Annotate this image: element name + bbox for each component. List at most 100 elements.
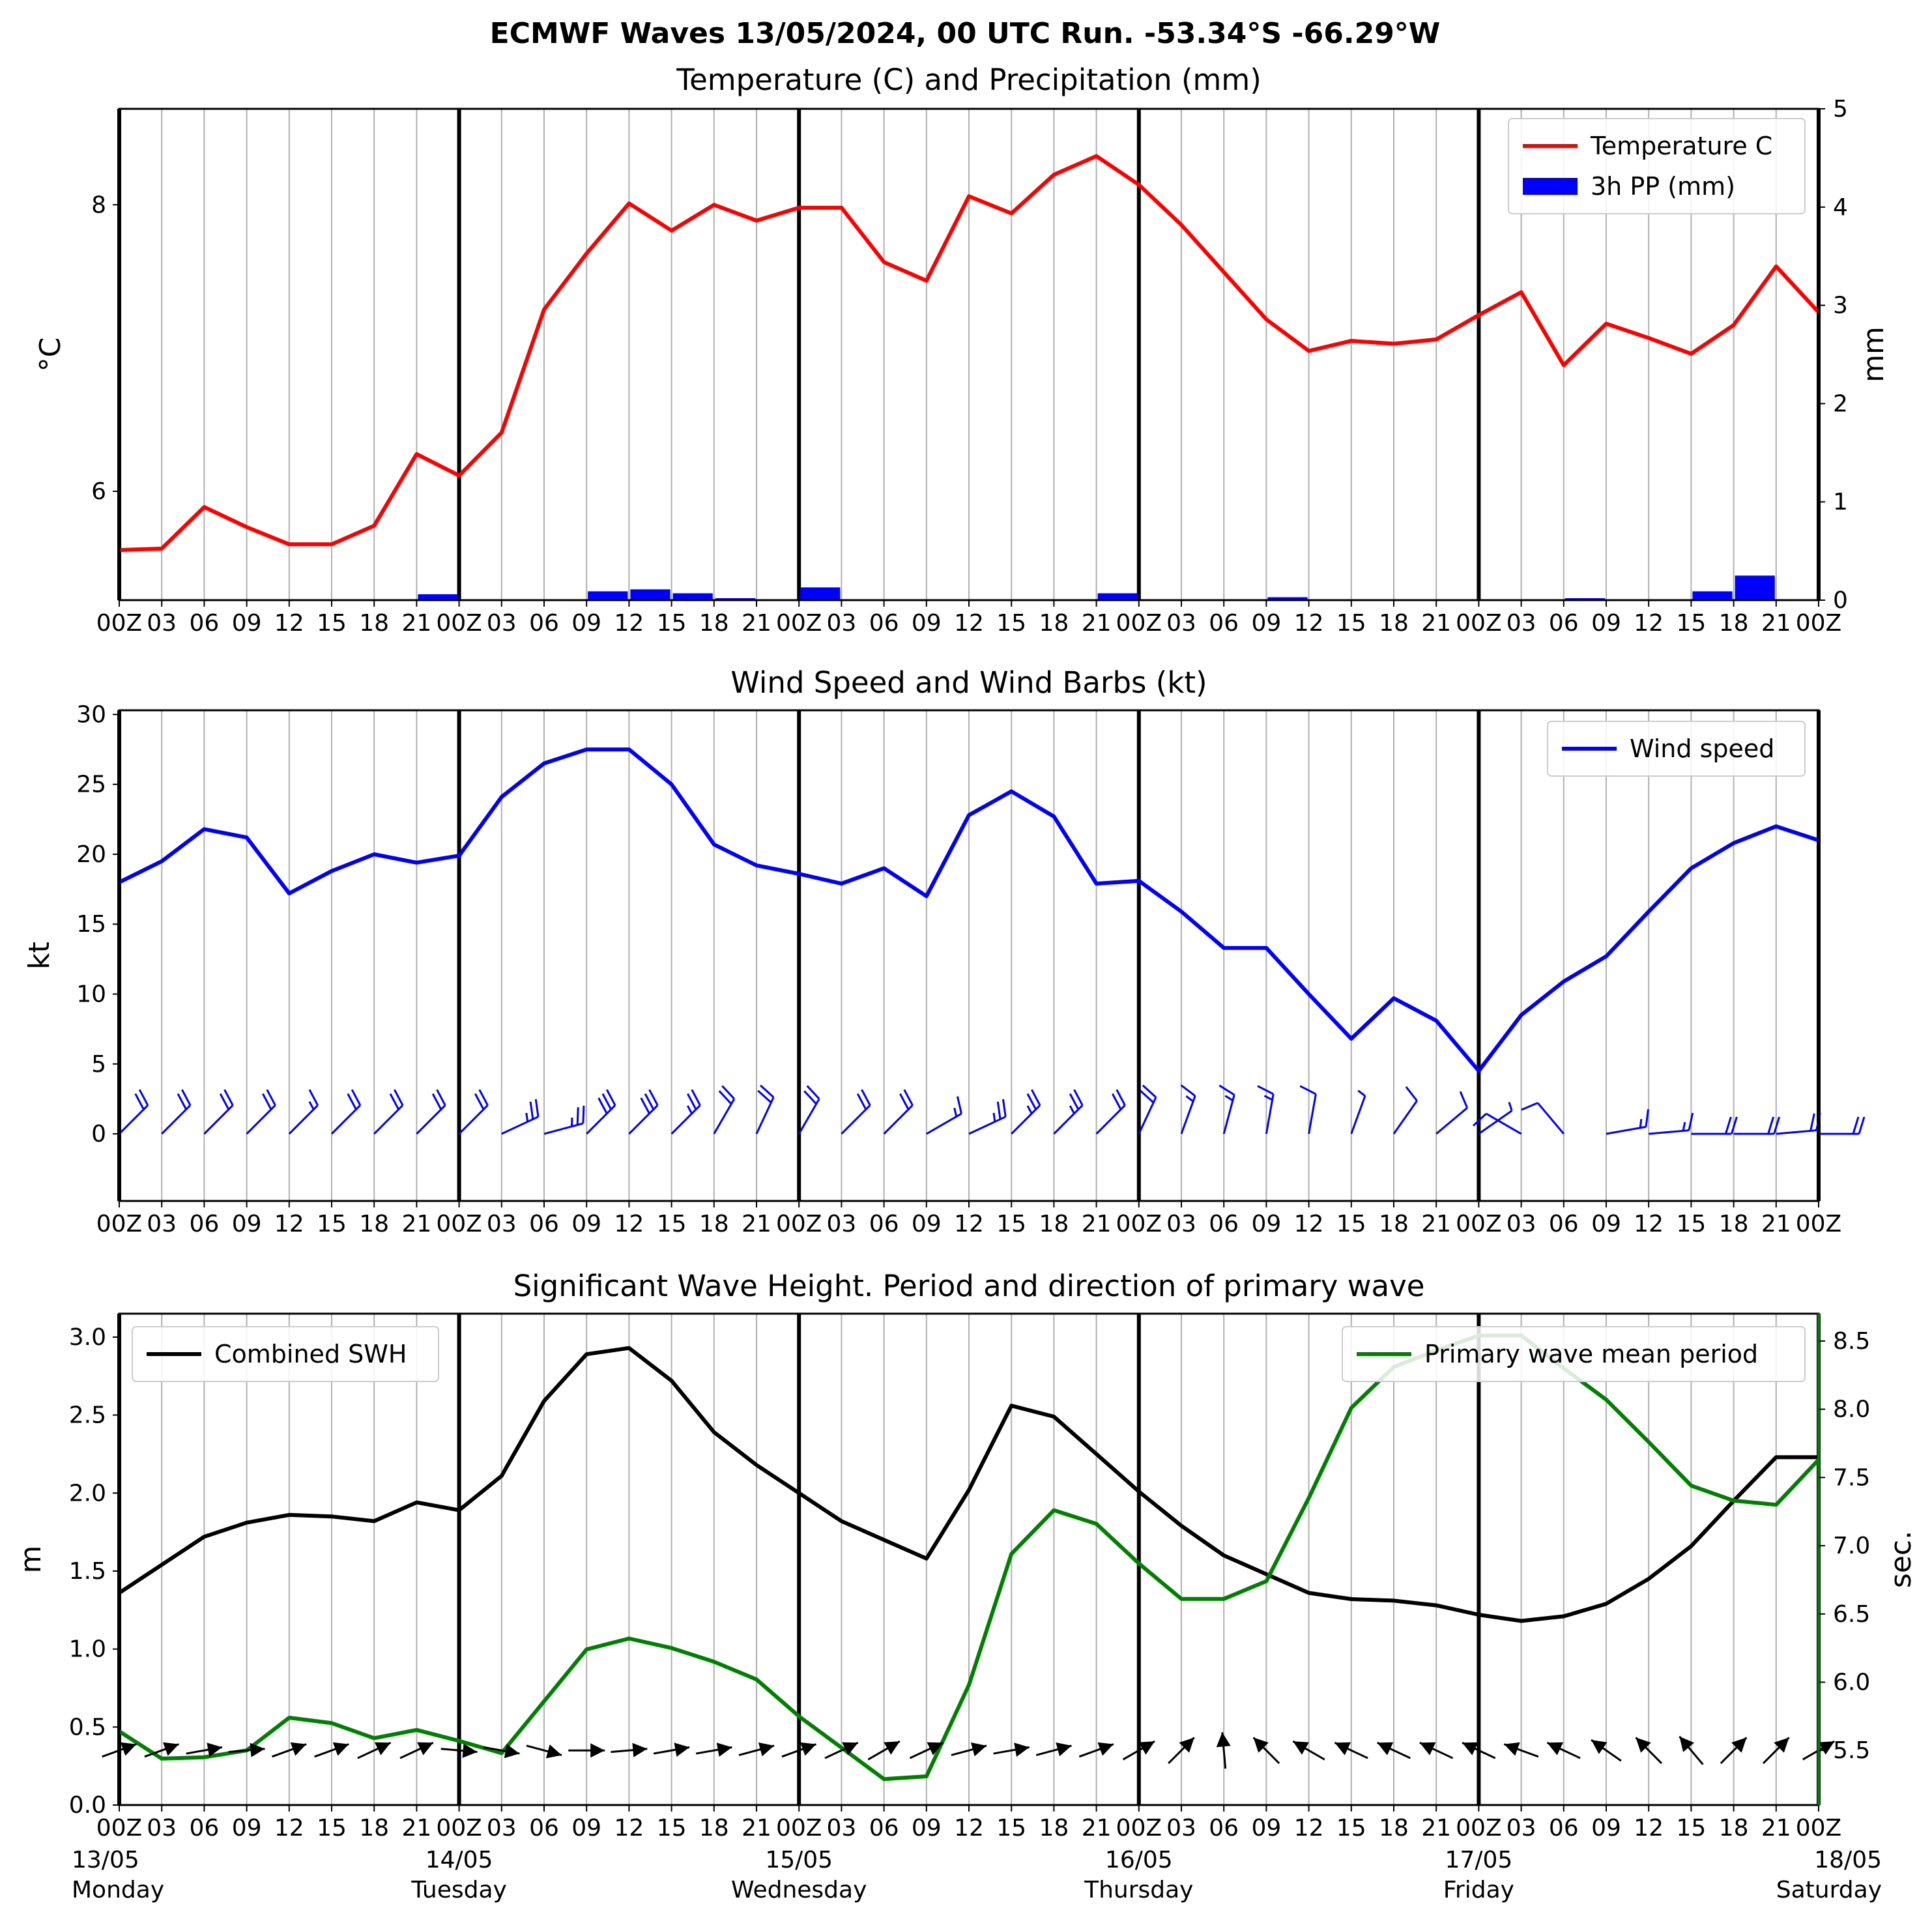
x-tick-label: 21 (1421, 1815, 1451, 1842)
x-tick-label: 03 (487, 1211, 517, 1237)
x-tick-label: 09 (232, 610, 262, 637)
wave-direction-arrow (440, 1743, 478, 1758)
wave-direction-arrow (738, 1742, 775, 1757)
y-tick-label: 3.0 (69, 1324, 106, 1351)
wave-direction-arrow (228, 1742, 265, 1757)
wind-barb (416, 1089, 446, 1135)
x-tick-label: 21 (742, 610, 771, 637)
x-tick-label: 15 (1676, 1211, 1706, 1237)
wave-direction-arrow (144, 1742, 180, 1758)
y2-tick-label: 7.0 (1833, 1533, 1870, 1559)
wave-direction-arrow (1679, 1735, 1704, 1765)
x-tick-label: 12 (1294, 610, 1324, 637)
x-tick-label: 18 (359, 1211, 389, 1237)
x-tick-label: 09 (1251, 1211, 1281, 1237)
x-tick-label: 15 (1336, 1815, 1366, 1842)
precip-bar (1097, 593, 1138, 600)
legend-entry: Combined SWH (214, 1340, 407, 1368)
y2-tick-label: 0 (1833, 587, 1848, 614)
x-tick-label: 21 (1082, 610, 1112, 637)
x-tick-label: 03 (826, 610, 856, 637)
wind-barb (1521, 1102, 1564, 1134)
axis-label: kt (23, 942, 56, 970)
x-tick-label: 15 (657, 1815, 687, 1842)
x-tick-label: 21 (742, 1211, 771, 1237)
wind-barb (501, 1099, 540, 1135)
wind-barb (1478, 1102, 1513, 1135)
y-tick-label: 1.0 (69, 1636, 106, 1663)
legend-box (132, 1326, 439, 1382)
wind-barb (1095, 1089, 1126, 1135)
y2-tick-label: 2 (1833, 390, 1848, 417)
day-date-label: 16/05 (1105, 1847, 1173, 1873)
precip-bar (1564, 598, 1605, 600)
x-tick-label: 18 (1039, 610, 1069, 637)
x-tick-label: 06 (1549, 1211, 1579, 1237)
x-tick-label: 06 (189, 1815, 219, 1842)
wind-barb (883, 1089, 914, 1135)
x-tick-label: 21 (1761, 1815, 1791, 1842)
wind-barb (373, 1089, 404, 1135)
x-tick-label: 03 (1507, 1815, 1536, 1842)
wave-direction-arrow (271, 1742, 307, 1758)
day-name-label: Monday (72, 1877, 164, 1903)
axis-label: sec. (1884, 1531, 1918, 1588)
x-tick-label: 06 (869, 1815, 899, 1842)
legend-box (1342, 1326, 1806, 1382)
axis-label: °C (34, 338, 67, 372)
plot-frame (118, 108, 1820, 601)
wave-direction-arrow (1122, 1740, 1155, 1761)
x-tick-label: 18 (1379, 1815, 1409, 1842)
wind-barb (755, 1084, 775, 1134)
y-tick-label: 0.5 (69, 1714, 106, 1740)
y-tick-label: 15 (76, 911, 106, 938)
y-tick-label: 10 (76, 981, 106, 1007)
x-tick-label: 06 (529, 610, 559, 637)
wave-direction-arrow (1546, 1742, 1581, 1759)
wind-barb (1691, 1116, 1738, 1135)
wind-barb (628, 1089, 659, 1135)
wave-direction-arrow (1720, 1737, 1748, 1765)
y-tick-label: 8 (91, 192, 106, 218)
x-tick-label: 03 (826, 1211, 856, 1237)
x-tick-label: 00Z (96, 610, 142, 637)
x-tick-label: 09 (571, 1211, 601, 1237)
x-tick-label: 15 (1336, 610, 1366, 637)
x-tick-label: 03 (147, 610, 177, 637)
wind-barb (1299, 1085, 1317, 1134)
x-tick-label: 09 (1251, 610, 1281, 637)
y2-tick-label: 4 (1833, 194, 1848, 221)
y-tick-label: 6 (91, 478, 106, 505)
wind-barb (330, 1089, 362, 1135)
day-date-label: 15/05 (765, 1847, 833, 1873)
x-tick-label: 00Z (1796, 1815, 1841, 1842)
x-tick-label: 18 (1379, 1211, 1409, 1237)
x-tick-label: 00Z (1456, 610, 1501, 637)
wave-direction-arrow (1216, 1732, 1231, 1769)
wind-barb (1180, 1084, 1196, 1134)
x-tick-label: 12 (614, 610, 644, 637)
wave-direction-arrow (1334, 1742, 1368, 1759)
x-tick-label: 15 (996, 610, 1026, 637)
day-name-label: Wednesday (731, 1877, 867, 1903)
x-tick-label: 18 (359, 610, 389, 637)
x-tick-label: 15 (317, 1211, 347, 1237)
x-tick-label: 15 (1676, 1815, 1706, 1842)
x-tick-label: 03 (1166, 610, 1196, 637)
x-tick-label: 18 (1039, 1815, 1069, 1842)
wave-direction-arrow (483, 1744, 520, 1759)
wave-direction-arrow (951, 1742, 987, 1757)
precip-bar (630, 589, 670, 600)
x-tick-label: 12 (1634, 1815, 1664, 1842)
x-tick-label: 06 (869, 610, 899, 637)
x-tick-label: 09 (912, 1815, 942, 1842)
x-tick-label: 03 (487, 1815, 517, 1842)
wave-direction-arrow (1419, 1742, 1454, 1759)
x-tick-label: 15 (996, 1211, 1026, 1237)
x-tick-label: 03 (487, 610, 517, 637)
wind-barb (1435, 1091, 1469, 1135)
wave-direction-arrow (993, 1742, 1030, 1757)
x-tick-label: 18 (1379, 610, 1409, 637)
wave-direction-arrow (186, 1742, 223, 1757)
wind-barb (926, 1096, 962, 1135)
